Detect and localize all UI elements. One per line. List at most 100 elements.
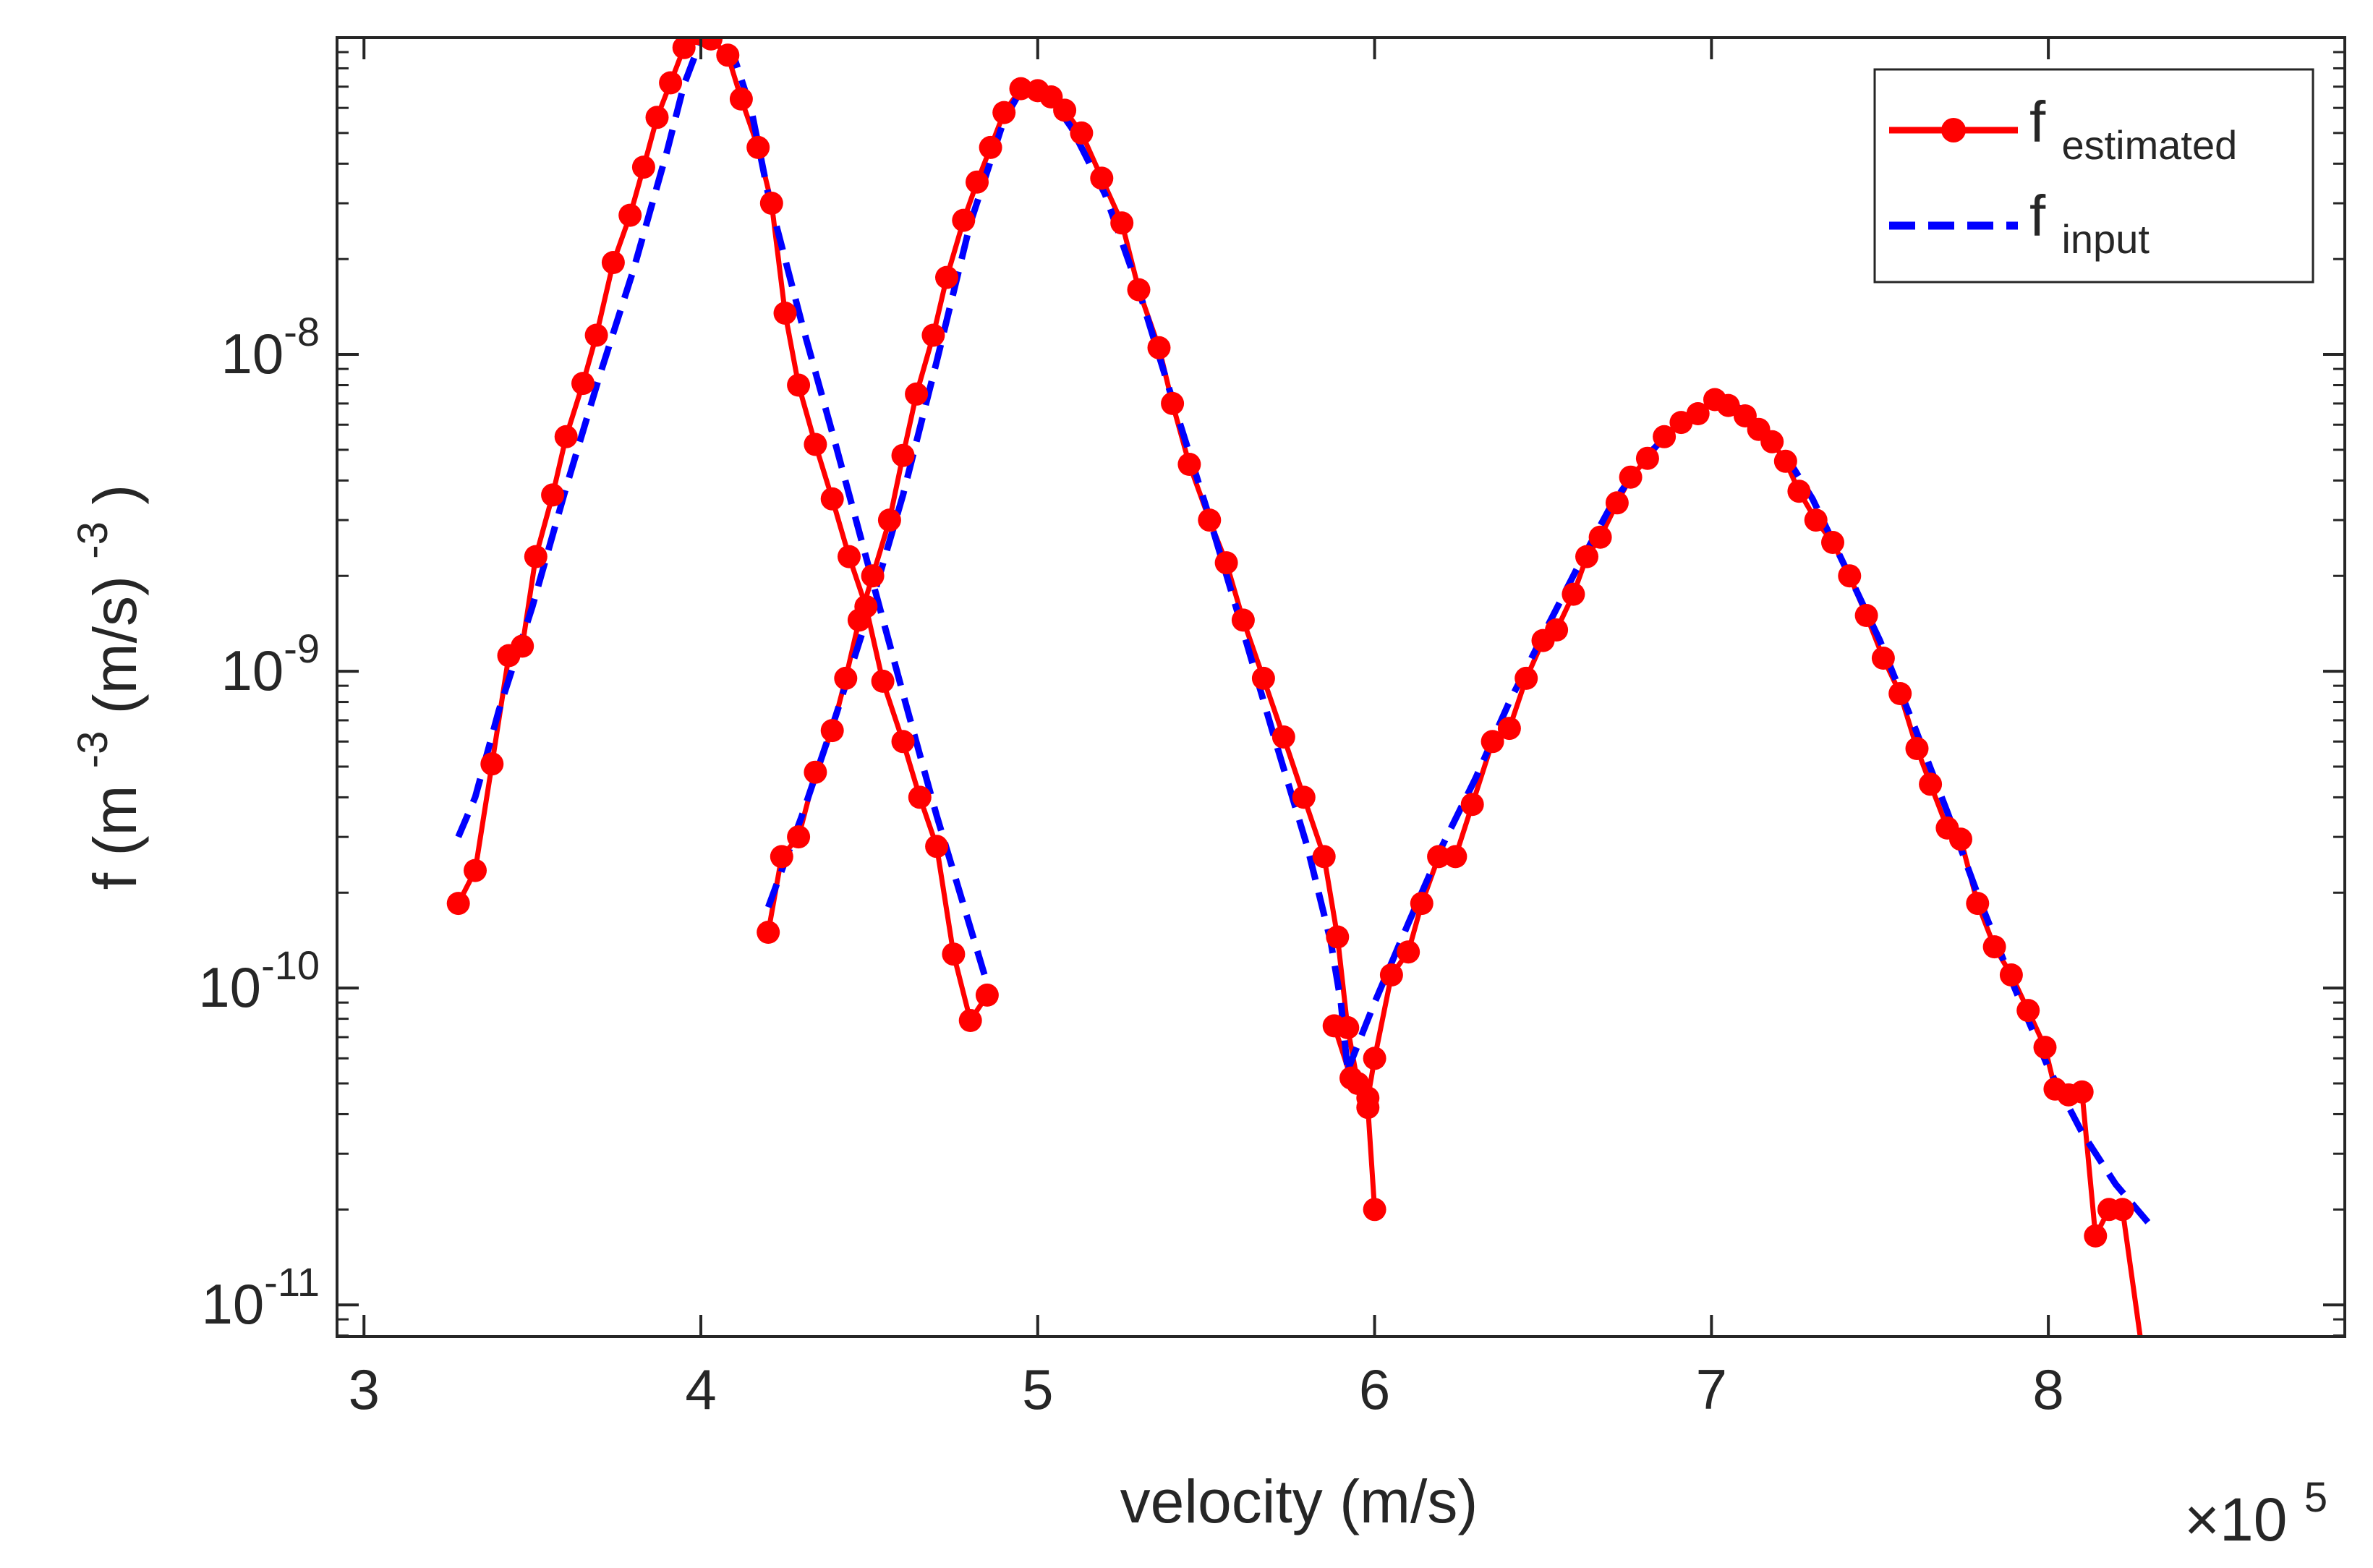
- data-point-estimated: [804, 760, 827, 784]
- data-point-estimated: [571, 372, 595, 396]
- legend-estimated-sub: estimated: [2061, 122, 2237, 168]
- data-point-estimated: [1271, 725, 1295, 749]
- data-point-estimated: [2084, 1224, 2108, 1248]
- data-point-estimated: [1177, 453, 1201, 476]
- plot-area: [446, 38, 2152, 1337]
- data-point-estimated: [746, 135, 770, 159]
- data-point-estimated: [1444, 845, 1467, 869]
- data-point-estimated: [834, 666, 858, 690]
- data-point-estimated: [1605, 491, 1629, 515]
- data-point-estimated: [1919, 772, 1943, 796]
- series-input-line-1: [455, 38, 994, 997]
- y-axis-label-sup1: -3: [69, 731, 116, 769]
- y-tick-label-base: 10: [221, 322, 284, 385]
- data-point-estimated: [773, 302, 797, 325]
- data-point-estimated: [847, 608, 871, 632]
- data-point-estimated: [1322, 1014, 1346, 1038]
- data-point-estimated: [1497, 717, 1521, 741]
- x-tick-label: 8: [2032, 1358, 2063, 1421]
- data-point-estimated: [1716, 393, 1740, 417]
- data-point-estimated: [820, 487, 844, 511]
- x-axis-multiplier-power: 5: [2304, 1474, 2327, 1521]
- data-point-estimated: [1147, 336, 1171, 359]
- axes-box: [336, 36, 2346, 1338]
- legend: f estimated f input: [1873, 68, 2314, 284]
- data-point-estimated: [877, 508, 901, 532]
- data-point-estimated: [1009, 77, 1033, 101]
- legend-input-main: f: [2029, 184, 2046, 248]
- data-point-estimated: [908, 785, 932, 809]
- data-point-estimated: [1481, 730, 1504, 754]
- data-point-estimated: [891, 443, 915, 467]
- y-tick-label: 10-9: [221, 626, 320, 702]
- y-tick-label-exponent: -11: [264, 1259, 320, 1305]
- data-point-estimated: [1804, 508, 1828, 532]
- data-point-estimated: [1949, 827, 1972, 851]
- data-point-estimated: [1339, 1066, 1363, 1090]
- data-point-estimated: [524, 545, 548, 568]
- data-point-estimated: [2016, 999, 2040, 1023]
- data-point-estimated: [1427, 845, 1451, 869]
- y-tick-label: 10-10: [198, 942, 320, 1019]
- y-axis-label-mid: (m/s): [81, 576, 149, 714]
- legend-marker-estimated: [1941, 118, 1966, 142]
- data-point-estimated: [1821, 531, 1844, 554]
- data-point-estimated: [975, 983, 999, 1007]
- data-point-estimated: [871, 669, 895, 693]
- data-point-estimated: [1514, 666, 1538, 690]
- data-point-estimated: [672, 38, 696, 59]
- data-point-estimated: [1127, 278, 1151, 302]
- data-point-estimated: [584, 323, 608, 347]
- x-tick-label: 6: [1359, 1358, 1390, 1421]
- data-point-estimated: [645, 106, 669, 129]
- data-point-estimated: [1110, 211, 1134, 235]
- data-point-estimated: [659, 71, 683, 95]
- x-tick-label: 3: [349, 1358, 380, 1421]
- data-point-estimated: [1888, 682, 1912, 705]
- data-point-estimated: [1198, 508, 1222, 532]
- data-point-estimated: [1854, 604, 1878, 627]
- data-point-estimated: [1838, 564, 1862, 588]
- x-tick-label: 5: [1022, 1358, 1053, 1421]
- data-point-estimated: [1363, 1047, 1386, 1070]
- x-axis-multiplier-base: ×10: [2184, 1486, 2288, 1554]
- data-point-estimated: [699, 38, 723, 51]
- data-point-estimated: [729, 87, 753, 111]
- data-point-estimated: [942, 942, 966, 966]
- data-point-estimated: [1871, 647, 1895, 670]
- y-tick-label: 10-11: [201, 1259, 320, 1336]
- data-point-estimated: [1653, 425, 1677, 448]
- data-point-estimated: [1379, 963, 1403, 987]
- data-point-estimated: [891, 730, 915, 754]
- data-point-estimated: [979, 135, 1002, 159]
- data-point-estimated: [787, 373, 811, 397]
- y-axis-label-end: ): [81, 485, 149, 505]
- data-point-estimated: [464, 858, 487, 882]
- data-point-estimated: [1562, 582, 1585, 606]
- data-point-estimated: [838, 545, 861, 568]
- y-tick-label-base: 10: [198, 955, 261, 1019]
- y-tick-label-exponent: -8: [284, 309, 320, 354]
- data-point-estimated: [1251, 666, 1275, 690]
- data-point-estimated: [966, 170, 989, 194]
- y-axis-label: f (m -3 (m/s) -3 ): [52, 485, 149, 890]
- data-point-estimated: [958, 1009, 982, 1032]
- data-point-estimated: [1090, 166, 1114, 190]
- data-point-estimated: [992, 101, 1016, 124]
- data-point-estimated: [1905, 737, 1929, 760]
- data-point-estimated: [716, 43, 740, 67]
- data-point-estimated: [1410, 892, 1433, 916]
- data-point-estimated: [1312, 845, 1336, 869]
- x-tick-label: 4: [685, 1358, 716, 1421]
- y-tick-label-exponent: -10: [261, 942, 320, 988]
- data-point-estimated: [757, 921, 780, 944]
- data-point-estimated: [759, 192, 783, 215]
- data-point-estimated: [2110, 1198, 2134, 1222]
- y-tick-label: 10-8: [221, 309, 320, 385]
- data-point-estimated: [446, 892, 470, 916]
- data-point-estimated: [952, 208, 976, 232]
- legend-estimated-main: f: [2029, 90, 2046, 154]
- data-point-estimated: [601, 251, 625, 274]
- data-point-estimated: [925, 835, 949, 858]
